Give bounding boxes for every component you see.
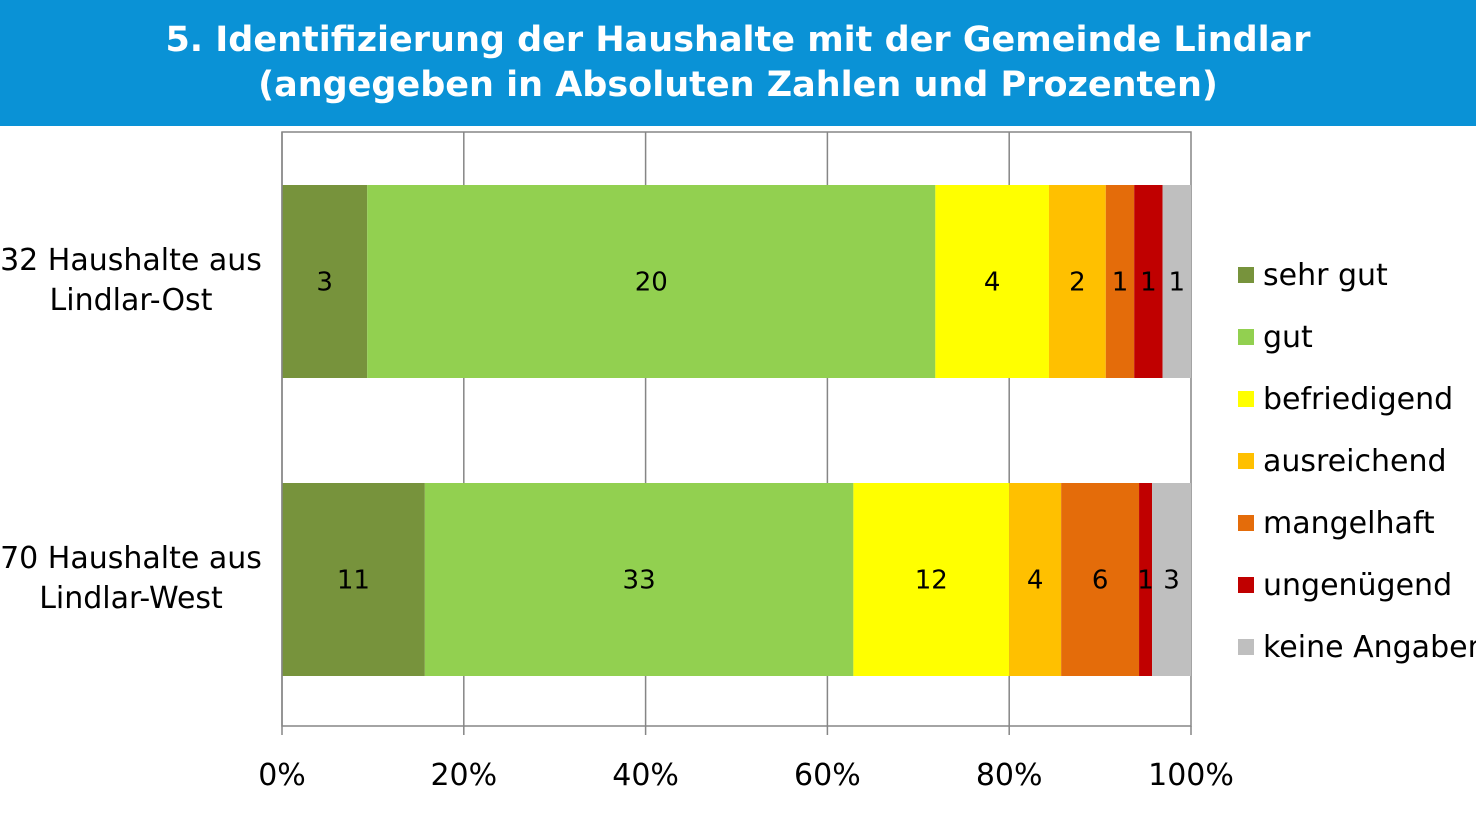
data-label: 33 bbox=[623, 566, 656, 596]
bar-segment bbox=[1105, 185, 1135, 378]
legend-label: befriedigend bbox=[1263, 381, 1454, 417]
bar-segment bbox=[1061, 483, 1140, 676]
data-label: 4 bbox=[1027, 566, 1044, 596]
x-tick-label: 0% bbox=[258, 758, 306, 793]
bar-segment bbox=[1048, 185, 1106, 378]
legend: sehr gut gut befriedigend ausreichend mangel… bbox=[1238, 244, 1476, 678]
chart-title: 5. Identifizierung der Haushalte mit der… bbox=[0, 0, 1476, 126]
legend-label: gut bbox=[1263, 319, 1313, 355]
data-label: 1 bbox=[1169, 268, 1186, 298]
x-tick-label: 20% bbox=[430, 758, 497, 793]
legend-label: ausreichend bbox=[1263, 443, 1447, 479]
data-label: 3 bbox=[1163, 566, 1180, 596]
bar-segment bbox=[1152, 483, 1191, 676]
x-tick-label: 80% bbox=[976, 758, 1043, 793]
category-label-lindlar-ost: 32 Haushalte aus Lindlar-Ost bbox=[0, 243, 262, 318]
bar-segment bbox=[1134, 185, 1163, 378]
legend-item: mangelhaft bbox=[1238, 492, 1476, 554]
data-label: 1 bbox=[1137, 566, 1154, 596]
bar-segment bbox=[1162, 185, 1191, 378]
chart-title-line2: (angegeben in Absoluten Zahlen und Proze… bbox=[258, 65, 1218, 105]
data-label: 6 bbox=[1092, 566, 1109, 596]
legend-item: gut bbox=[1238, 306, 1476, 368]
x-tick-label: 100% bbox=[1148, 758, 1234, 793]
bar-segment bbox=[424, 483, 854, 676]
legend-label: mangelhaft bbox=[1263, 505, 1435, 541]
bar-segment bbox=[1009, 483, 1062, 676]
bar-segment bbox=[367, 185, 936, 378]
legend-swatch bbox=[1238, 329, 1254, 345]
chart-title-line1: 5. Identifizierung der Haushalte mit der… bbox=[165, 20, 1311, 60]
legend-label: ungenügend bbox=[1263, 567, 1453, 603]
data-label: 12 bbox=[915, 566, 948, 596]
bar-segment bbox=[282, 185, 368, 378]
legend-item: keine Angaben bbox=[1238, 616, 1476, 678]
data-label: 20 bbox=[635, 268, 668, 298]
legend-item: ausreichend bbox=[1238, 430, 1476, 492]
legend-swatch bbox=[1238, 639, 1254, 655]
data-label: 1 bbox=[1112, 268, 1129, 298]
legend-swatch bbox=[1238, 453, 1254, 469]
category-label-lindlar-west: 70 Haushalte aus Lindlar-West bbox=[0, 541, 262, 616]
data-label: 1 bbox=[1140, 268, 1157, 298]
legend-swatch bbox=[1238, 391, 1254, 407]
legend-swatch bbox=[1238, 577, 1254, 593]
bar-segment bbox=[282, 483, 425, 676]
data-label: 2 bbox=[1069, 268, 1086, 298]
legend-item: ungenügend bbox=[1238, 554, 1476, 616]
stacked-bar-chart: 0% 20% 40% 60% 80% 100%3 20 4 2 1 1 111 33 12 4 6 1 3 bbox=[258, 131, 1234, 793]
legend-item: befriedigend bbox=[1238, 368, 1476, 430]
bar-segment bbox=[935, 185, 1049, 378]
legend-item: sehr gut bbox=[1238, 244, 1476, 306]
x-tick-label: 40% bbox=[612, 758, 679, 793]
legend-label: sehr gut bbox=[1263, 257, 1388, 293]
data-label: 11 bbox=[337, 566, 370, 596]
legend-swatch bbox=[1238, 267, 1254, 283]
bar-segment bbox=[1139, 483, 1153, 676]
x-tick-label: 60% bbox=[794, 758, 861, 793]
legend-swatch bbox=[1238, 515, 1254, 531]
bar-segment bbox=[853, 483, 1010, 676]
data-label: 3 bbox=[316, 268, 333, 298]
data-label: 4 bbox=[984, 268, 1001, 298]
legend-label: keine Angaben bbox=[1263, 629, 1476, 665]
